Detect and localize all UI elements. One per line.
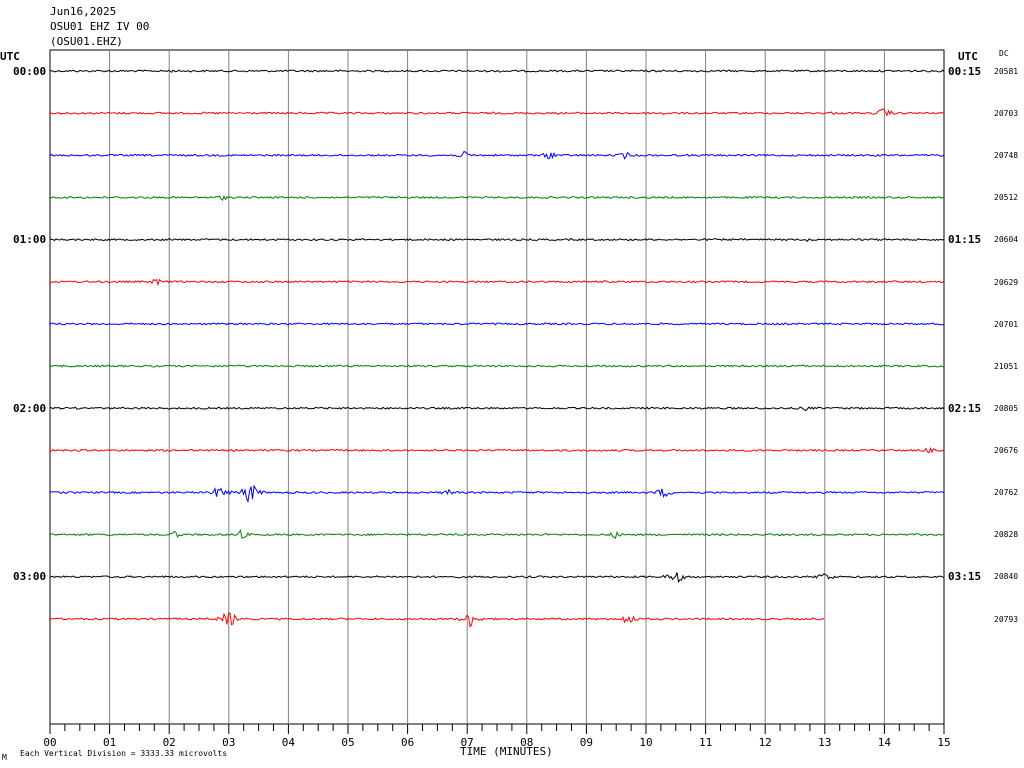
dc-value: 20676 xyxy=(994,446,1019,455)
dc-value: 20512 xyxy=(994,193,1019,202)
header-channel: (OSU01.EHZ) xyxy=(50,35,123,48)
trace-line xyxy=(49,612,825,628)
right-axis-title: UTC xyxy=(958,50,978,63)
trace-line xyxy=(49,278,945,287)
x-tick-label: 08 xyxy=(520,736,533,749)
trace-line xyxy=(49,195,945,202)
trace-line xyxy=(49,108,945,117)
trace-line xyxy=(49,529,945,539)
x-tick-label: 09 xyxy=(580,736,593,749)
x-tick-label: 07 xyxy=(461,736,474,749)
x-tick-label: 04 xyxy=(282,736,296,749)
left-time-label: 02:00 xyxy=(13,402,47,415)
left-time-label: 03:00 xyxy=(13,570,47,583)
right-time-label: 00:15 xyxy=(948,65,982,78)
trace-line xyxy=(49,406,945,412)
x-tick-label: 01 xyxy=(103,736,116,749)
x-tick-label: 11 xyxy=(699,736,712,749)
trace-line xyxy=(49,446,945,454)
header-station: OSU01 EHZ IV 00 xyxy=(50,20,150,33)
x-tick-label: 00 xyxy=(43,736,56,749)
x-tick-label: 02 xyxy=(163,736,176,749)
trace-line xyxy=(49,150,945,160)
dc-value: 20793 xyxy=(994,615,1019,624)
dc-value: 20828 xyxy=(994,530,1019,539)
x-tick-label: 13 xyxy=(818,736,831,749)
trace-line xyxy=(49,484,945,504)
footer-note: Each Vertical Division = 3333.33 microvo… xyxy=(20,749,228,758)
dc-value: 21051 xyxy=(994,362,1019,371)
x-tick-label: 14 xyxy=(878,736,892,749)
dc-value: 20701 xyxy=(994,320,1019,329)
dc-value: 20703 xyxy=(994,109,1019,118)
x-tick-label: 05 xyxy=(341,736,354,749)
x-axis-label: TIME (MINUTES) xyxy=(460,745,553,758)
left-time-label: 01:00 xyxy=(13,233,47,246)
right-time-label: 03:15 xyxy=(948,570,982,583)
x-tick-label: 15 xyxy=(937,736,950,749)
x-tick-label: 12 xyxy=(759,736,772,749)
dc-value: 20581 xyxy=(994,67,1019,76)
trace-line xyxy=(49,572,945,584)
x-tick-label: 03 xyxy=(222,736,235,749)
dc-value: 20604 xyxy=(994,235,1019,244)
left-time-label: 00:00 xyxy=(13,65,47,78)
dc-value: 20748 xyxy=(994,151,1019,160)
right-time-label: 02:15 xyxy=(948,402,982,415)
dc-title: DC xyxy=(999,49,1009,58)
trace-line xyxy=(49,364,945,368)
header-date: Jun16,2025 xyxy=(50,5,117,18)
right-time-label: 01:15 xyxy=(948,233,982,246)
x-tick-label: 06 xyxy=(401,736,414,749)
footer-mark: M xyxy=(2,753,7,762)
x-tick-label: 10 xyxy=(639,736,652,749)
trace-line xyxy=(49,69,945,74)
trace-line xyxy=(49,238,945,243)
trace-line xyxy=(49,322,945,326)
dc-value: 20629 xyxy=(994,278,1019,287)
dc-value: 20840 xyxy=(994,572,1019,581)
plot-frame xyxy=(49,49,945,725)
left-axis-title: UTC xyxy=(0,50,20,63)
dc-value: 20805 xyxy=(994,404,1019,413)
dc-value: 20762 xyxy=(994,488,1019,497)
